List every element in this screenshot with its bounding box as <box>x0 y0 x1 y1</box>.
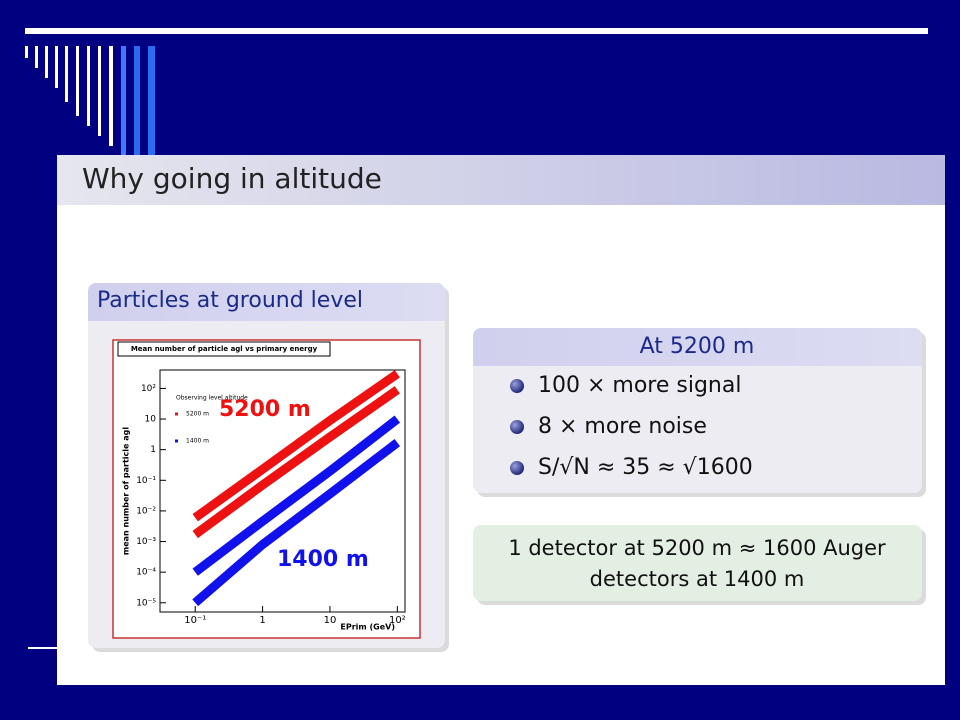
figure-title-box <box>117 341 331 357</box>
right-block <box>473 328 922 493</box>
annotation: 1400 m <box>277 547 369 572</box>
right-block-header <box>473 328 922 366</box>
note-block <box>473 525 922 601</box>
bullet <box>510 379 524 393</box>
x-tick-label: 10⁻¹ <box>184 615 206 626</box>
legend-label: 1400 m <box>186 438 209 445</box>
list-item: 8 × more noise <box>538 414 707 439</box>
y-tick-label: 10⁻² <box>136 506 156 516</box>
plot-area <box>159 369 406 613</box>
y-tick-label: 10⁻¹ <box>136 476 156 486</box>
x-tick-label: 10² <box>389 615 406 626</box>
y-tick-label: 10⁻³ <box>136 537 156 547</box>
y-tick-label: 10² <box>141 384 156 394</box>
legend-swatch <box>175 439 178 443</box>
annotation: 5200 m <box>219 397 311 422</box>
y-tick-label: 10 <box>145 415 157 425</box>
slide-title: Why going in altitude <box>82 162 382 195</box>
y-tick-label: 1 <box>150 445 156 455</box>
title-bar <box>57 155 945 205</box>
note-line: detectors at 1400 m <box>590 567 805 591</box>
bullet <box>510 461 524 475</box>
list-item: 100 × more signal <box>538 373 741 398</box>
x-tick-label: 10 <box>324 615 337 626</box>
x-axis-label: EPrim (GeV) <box>340 623 395 632</box>
left-block-header <box>88 283 445 321</box>
bullet <box>510 420 524 434</box>
note-line: 1 detector at 5200 m ≈ 1600 Auger <box>508 536 886 560</box>
block-title: Particles at ground level <box>97 288 363 313</box>
band-line <box>192 370 400 522</box>
y-axis-label: mean number of particle agl <box>122 427 131 555</box>
top-bar <box>25 28 928 34</box>
x-tick-label: 1 <box>259 615 265 626</box>
band-line <box>192 415 401 576</box>
band-line <box>192 386 400 539</box>
y-tick-label: 10⁻⁵ <box>136 598 156 608</box>
list-item: S/√N ≈ 35 ≈ √1600 <box>538 455 753 480</box>
legend-swatch <box>175 412 178 416</box>
stripes <box>25 46 155 156</box>
block-title: At 5200 m <box>640 334 755 359</box>
legend-title: Observing level altitude <box>176 395 248 402</box>
rule <box>28 647 58 649</box>
figure-title: Mean number of particle agl vs primary e… <box>131 345 318 353</box>
band-line <box>192 439 401 607</box>
y-tick-label: 10⁻⁴ <box>136 568 156 578</box>
legend-label: 5200 m <box>186 411 209 418</box>
